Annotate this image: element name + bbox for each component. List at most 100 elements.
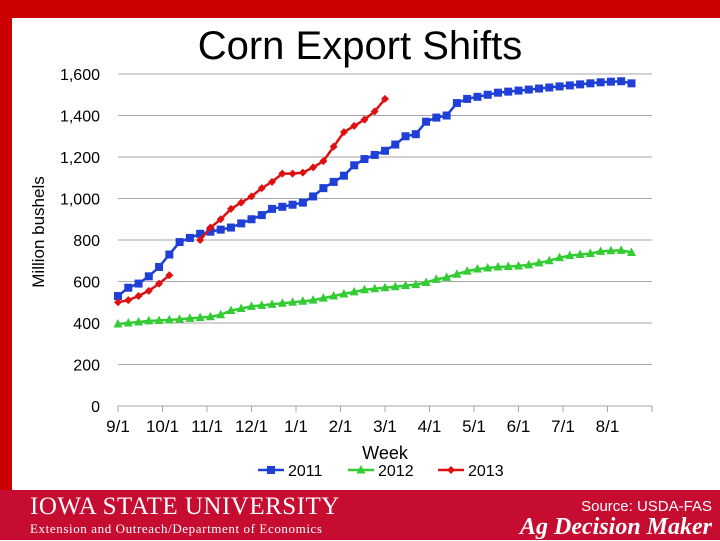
x-tick-label: 1/1 xyxy=(284,417,308,436)
x-tick-label: 8/1 xyxy=(596,417,620,436)
data-point-2012 xyxy=(462,266,472,275)
data-point-2012 xyxy=(370,283,380,293)
data-point-2012 xyxy=(390,281,400,291)
data-point-2011 xyxy=(463,94,472,103)
data-point-2011 xyxy=(442,111,451,120)
x-tick-label: 2/1 xyxy=(329,417,353,436)
x-tick-label: 12/1 xyxy=(235,417,268,436)
data-point-2012 xyxy=(452,269,462,278)
data-point-2012 xyxy=(236,303,246,312)
data-point-2011 xyxy=(309,192,318,201)
data-point-2011 xyxy=(432,113,441,122)
data-point-2011 xyxy=(606,77,615,86)
data-point-2012 xyxy=(329,291,339,300)
legend-label-2012: 2012 xyxy=(378,463,414,480)
data-point-2011 xyxy=(175,238,184,247)
footer-bar xyxy=(0,490,720,540)
data-point-2012 xyxy=(565,250,575,260)
x-tick-label: 4/1 xyxy=(418,417,442,436)
data-point-2012 xyxy=(216,309,226,319)
data-point-2011 xyxy=(278,202,287,211)
data-point-2013 xyxy=(381,94,389,103)
data-point-2011 xyxy=(391,140,400,149)
x-tick-label: 3/1 xyxy=(373,417,397,436)
data-point-2013 xyxy=(298,168,307,177)
data-point-2011 xyxy=(545,83,554,92)
data-point-2012 xyxy=(421,277,431,287)
y-tick-label: 1,000 xyxy=(60,192,100,209)
x-tick-label: 9/1 xyxy=(106,417,130,436)
data-point-2013 xyxy=(370,107,379,116)
data-point-2012 xyxy=(257,300,267,309)
data-point-2012 xyxy=(585,248,595,257)
x-tick-label: 7/1 xyxy=(551,417,575,436)
data-point-2011 xyxy=(226,223,235,232)
data-point-2012 xyxy=(493,261,503,271)
data-point-2012 xyxy=(175,314,185,323)
data-point-2011 xyxy=(114,292,122,301)
data-point-2011 xyxy=(524,85,533,94)
data-point-2012 xyxy=(226,305,236,315)
data-point-2012 xyxy=(205,311,215,321)
data-point-2011 xyxy=(339,171,348,180)
x-tick-label: 6/1 xyxy=(507,417,531,436)
data-point-2012 xyxy=(164,314,174,324)
legend-label-2013: 2013 xyxy=(468,463,504,480)
data-point-2012 xyxy=(503,261,513,271)
x-tick-label: 10/1 xyxy=(146,417,179,436)
data-point-2012 xyxy=(113,319,123,328)
data-point-2011 xyxy=(565,81,574,90)
data-point-2013 xyxy=(216,215,225,224)
data-point-2012 xyxy=(247,301,256,310)
data-point-2011 xyxy=(627,79,636,88)
data-point-2011 xyxy=(216,225,225,234)
data-point-2012 xyxy=(524,259,534,269)
data-point-2013 xyxy=(247,192,256,201)
y-tick-label: 1,400 xyxy=(60,109,100,126)
data-point-2013 xyxy=(134,292,143,301)
header-bar xyxy=(0,0,720,18)
data-point-2011 xyxy=(370,150,379,159)
data-point-2013 xyxy=(329,142,338,151)
x-tick-label: 11/1 xyxy=(191,417,223,436)
legend-label-2011: 2011 xyxy=(288,463,323,480)
data-point-2012 xyxy=(349,286,359,296)
data-point-2012 xyxy=(380,282,390,292)
y-tick-label: 400 xyxy=(73,316,100,333)
x-axis-title: Week xyxy=(362,443,409,463)
y-tick-label: 600 xyxy=(73,275,100,292)
y-tick-label: 200 xyxy=(73,358,100,375)
data-point-2011 xyxy=(483,90,492,99)
data-point-2012 xyxy=(606,245,616,255)
data-point-2012 xyxy=(123,318,133,327)
data-point-2012 xyxy=(308,295,318,304)
data-point-2013 xyxy=(360,115,369,124)
data-point-2011 xyxy=(124,283,133,292)
data-point-2013 xyxy=(165,271,174,280)
y-axis-title: Million bushels xyxy=(29,176,48,288)
corn-export-chart: 0 200 400 600 800 1,000 1,200 1,400 1,600 9/1 10/1… xyxy=(29,67,653,480)
data-point-2012 xyxy=(154,315,164,325)
data-point-2012 xyxy=(134,316,144,326)
department-name: Extension and Outreach/Department of Eco… xyxy=(30,521,323,536)
y-tick-label: 1,600 xyxy=(60,67,100,84)
data-point-2012 xyxy=(195,312,205,322)
data-point-2012 xyxy=(472,264,482,273)
data-point-2013 xyxy=(114,298,122,307)
data-point-2011 xyxy=(268,204,277,213)
data-point-2011 xyxy=(165,250,174,259)
data-point-2011 xyxy=(401,132,410,141)
data-point-2013 xyxy=(278,169,287,178)
data-point-2011 xyxy=(237,219,246,228)
data-point-2011 xyxy=(514,86,523,95)
data-point-2012 xyxy=(596,246,606,255)
data-point-2013 xyxy=(268,177,277,186)
data-point-2012 xyxy=(575,249,585,259)
legend-marker-2012 xyxy=(356,465,366,474)
data-point-2012 xyxy=(185,313,195,322)
left-accent-bar xyxy=(0,0,12,490)
data-point-2012 xyxy=(514,260,523,270)
brand-logo-text: Ag Decision Maker xyxy=(520,514,712,540)
data-point-2011 xyxy=(360,155,369,164)
data-point-2013 xyxy=(319,157,328,166)
